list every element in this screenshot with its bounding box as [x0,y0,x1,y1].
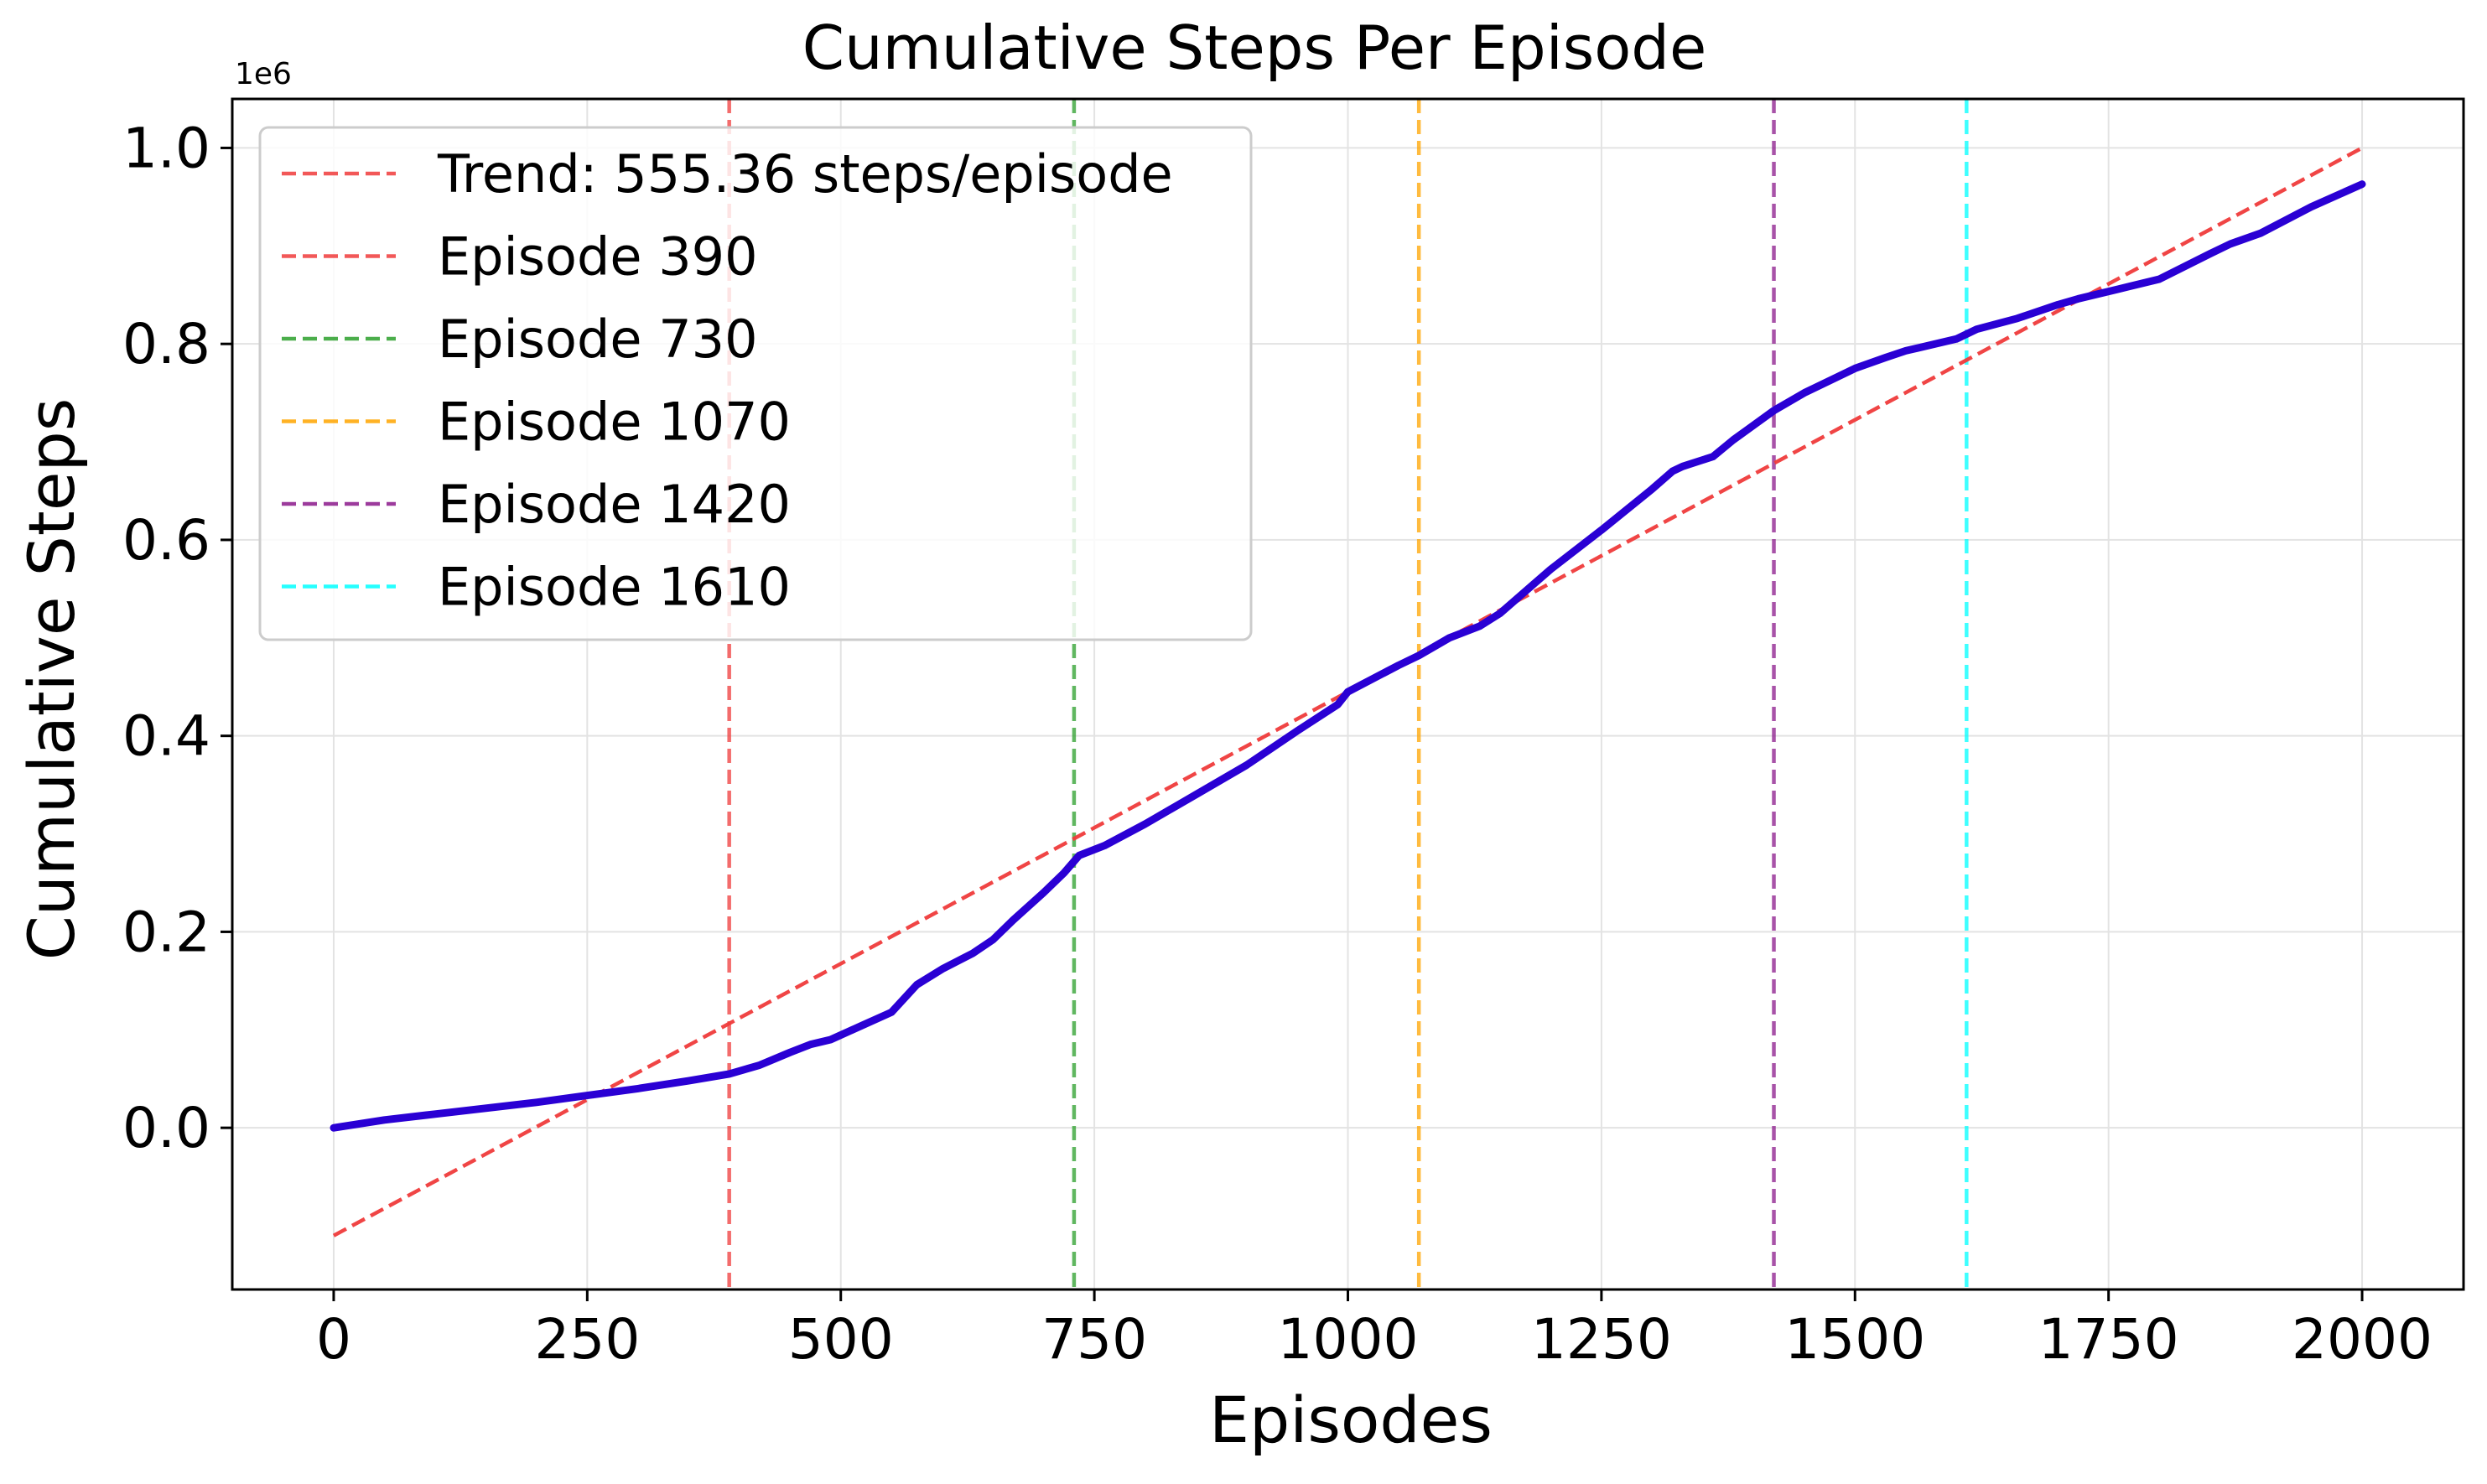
x-tick-label: 1750 [2038,1307,2179,1372]
chart-title: Cumulative Steps Per Episode [802,13,1707,83]
x-tick-label: 1500 [1784,1307,1925,1372]
trend-line-group [332,146,2364,1238]
x-axis-label: Episodes [1209,1383,1493,1457]
x-tick-label: 750 [1041,1307,1147,1372]
legend-label: Episode 390 [438,226,758,288]
legend-label: Trend: 555.36 steps/episode [437,143,1173,205]
legend-box [258,126,1253,641]
y-axis-label: Cumulative Steps [14,398,89,961]
y-tick-label: 0.4 [122,704,210,769]
x-tick-label: 0 [316,1307,351,1372]
legend: Trend: 555.36 steps/episode Episode 390 Ep… [258,126,1253,641]
y-tick-label: 0.2 [122,900,210,964]
legend-label: Episode 1610 [438,557,791,618]
axis-ticks: 0 250 500 750 1000 1250 1500 1750 2000 0.0 0.2 0.4 0… [122,116,2432,1372]
x-tick-label: 500 [788,1307,894,1372]
series-line [330,180,2366,1132]
trend-line [332,146,2364,1238]
y-tick-label: 1.0 [122,116,210,180]
legend-label: Episode 730 [438,309,758,370]
legend-label: Episode 1070 [438,392,791,453]
y-tick-label: 0.8 [122,312,210,376]
x-tick-label: 250 [534,1307,640,1372]
legend-label: Episode 1420 [438,474,791,535]
x-tick-label: 1250 [1531,1307,1672,1372]
x-tick-label: 1000 [1278,1307,1419,1372]
series-group [330,180,2366,1132]
x-tick-label: 2000 [2292,1307,2432,1372]
y-tick-label: 0.0 [122,1096,210,1160]
y-axis-offset-label: 1e6 [235,57,292,91]
grid [232,99,2464,1289]
y-tick-label: 0.6 [122,508,210,573]
